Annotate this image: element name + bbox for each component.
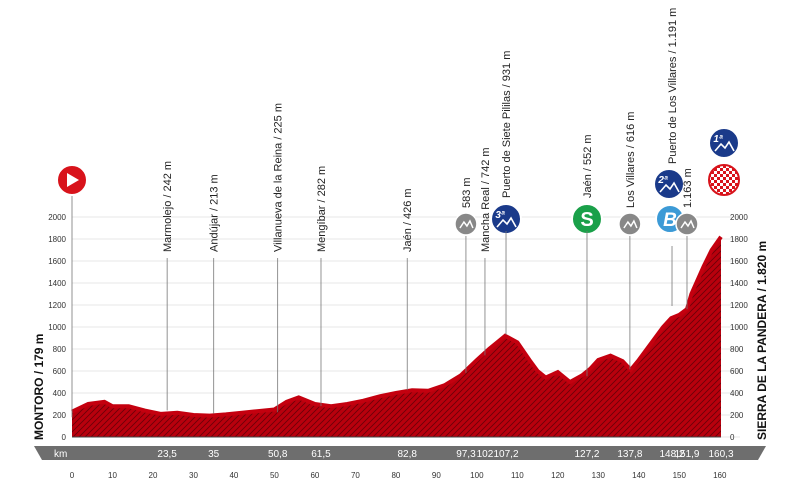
y-tick-label-right: 1800 <box>730 235 748 244</box>
y-tick-label-right: 600 <box>730 367 744 376</box>
y-tick-label-right: 0 <box>730 433 735 442</box>
elevation-area <box>72 236 721 437</box>
km-marker-label: 35 <box>208 449 220 460</box>
waypoint-label: Puerto de Los Villares / 1.191 m <box>667 8 679 164</box>
y-tick-label-right: 400 <box>730 389 744 398</box>
mountain-icon <box>680 219 695 229</box>
x-tick-label: 20 <box>149 471 158 480</box>
x-tick-label: 50 <box>270 471 279 480</box>
km-bar-background <box>34 446 766 460</box>
mountain-icon <box>459 219 474 229</box>
y-tick-label-left: 400 <box>53 389 67 398</box>
y-tick-label-left: 200 <box>53 411 67 420</box>
y-tick-label-right: 1400 <box>730 279 748 288</box>
elevation-profile <box>71 235 723 438</box>
y-tick-label-left: 1200 <box>48 301 66 310</box>
x-axis: 0 10 20 30 40 50 60 70 80 90 100 110 120 130 140 150 160 <box>70 471 727 480</box>
km-marker-label: 82,8 <box>397 449 417 460</box>
waypoint-label: Puerto de Siete Pililas / 931 m <box>501 51 513 198</box>
x-tick-label: 150 <box>673 471 687 480</box>
y-tick-label-right: 2000 <box>730 213 748 222</box>
km-marker-label: 50,8 <box>268 449 288 460</box>
km-axis-label: km <box>54 449 67 460</box>
waypoint-label: Jaén / 426 m <box>402 188 414 252</box>
y-tick-label-right: 800 <box>730 345 744 354</box>
km-marker-label: 148,2 <box>659 449 684 460</box>
category-icon <box>708 127 740 159</box>
km-marker-label: 137,8 <box>617 449 642 460</box>
x-tick-label: 80 <box>391 471 400 480</box>
x-tick-label: 70 <box>351 471 360 480</box>
y-tick-label-left: 800 <box>53 345 67 354</box>
waypoint-label: Andújar / 213 m <box>209 174 221 252</box>
x-tick-label: 30 <box>189 471 198 480</box>
waypoint-label: 583 m <box>461 177 473 208</box>
km-marker-label: 61,5 <box>311 449 331 460</box>
y-tick-label-right: 1000 <box>730 323 748 332</box>
elevation-top-band <box>71 235 723 418</box>
km-marker-label: 107,2 <box>494 449 519 460</box>
mountain-icon <box>623 219 638 229</box>
finish-location-label: SIERRA DE LA PANDERA / 1.820 m <box>755 241 769 440</box>
x-tick-label: 110 <box>511 471 524 480</box>
sprint-symbol: S <box>580 209 593 231</box>
y-tick-label-right: 1600 <box>730 257 748 266</box>
play-arrow-icon <box>67 173 79 187</box>
km-marker-label: 102 <box>477 449 494 460</box>
x-tick-label: 120 <box>551 471 565 480</box>
km-bar: km 23,5 35 50,8 61,5 82,8 97,3 102 107,2 127,2 13… <box>34 446 766 460</box>
start-location-label: MONTORO / 179 m <box>32 334 46 440</box>
mountain-icon <box>714 140 735 152</box>
mountain-icon <box>659 181 680 193</box>
waypoint-label: Marmolejo / 242 m <box>162 161 174 252</box>
km-marker-label: 127,2 <box>574 449 599 460</box>
y-tick-label-left: 1800 <box>48 235 66 244</box>
y-axis-right: 0 200 400 600 800 1000 1200 1400 1600 1800 2000 <box>730 213 748 442</box>
y-tick-label-left: 1600 <box>48 257 66 266</box>
x-tick-label: 10 <box>108 471 117 480</box>
waypoint-label: Los Villares / 616 m <box>625 112 637 208</box>
y-tick-label-left: 600 <box>53 367 67 376</box>
bonus-symbol: B <box>663 210 677 231</box>
y-tick-label-left: 1400 <box>48 279 66 288</box>
x-tick-label: 100 <box>470 471 484 480</box>
x-tick-label: 160 <box>713 471 727 480</box>
x-tick-label: 130 <box>592 471 606 480</box>
waypoint-label: 1.163 m <box>682 168 694 208</box>
y-tick-label-right: 1200 <box>730 301 748 310</box>
mountain-icon <box>496 216 517 228</box>
y-tick-label-left: 0 <box>62 433 67 442</box>
x-tick-label: 40 <box>229 471 238 480</box>
finish-flag-icon <box>708 164 740 196</box>
y-tick-label-left: 1000 <box>48 323 66 332</box>
category-label: 2ª <box>657 175 668 186</box>
km-marker-label: 151,9 <box>674 449 699 460</box>
x-tick-label: 60 <box>310 471 319 480</box>
x-tick-label: 0 <box>70 471 75 480</box>
km-marker-labels: 23,5 35 50,8 61,5 82,8 97,3 102 107,2 127,2 137,8… <box>157 449 734 460</box>
waypoint-label: Mengíbar / 282 m <box>316 166 328 252</box>
km-marker-label: 97,3 <box>456 449 476 460</box>
waypoint-markers: Marmolejo / 242 m Andújar / 213 m Villanue… <box>56 8 740 418</box>
waypoint-label: Villanueva de la Reina / 225 m <box>273 103 285 252</box>
category-label: 1ª <box>713 134 723 145</box>
y-tick-label-left: 2000 <box>48 213 66 222</box>
waypoint-label: Jaén / 552 m <box>582 134 594 198</box>
km-marker-label: 23,5 <box>157 449 177 460</box>
x-tick-label: 140 <box>632 471 646 480</box>
y-axis-left: 0 200 400 600 800 1000 1200 1400 1600 1800 2000 <box>48 213 66 442</box>
x-tick-label: 90 <box>432 471 441 480</box>
y-tick-label-right: 200 <box>730 411 744 420</box>
category-icon <box>653 168 686 200</box>
waypoint-label: Mancha Real / 742 m <box>480 147 492 252</box>
km-marker-label: 160,3 <box>708 449 733 460</box>
category-label: 3ª <box>495 210 505 221</box>
